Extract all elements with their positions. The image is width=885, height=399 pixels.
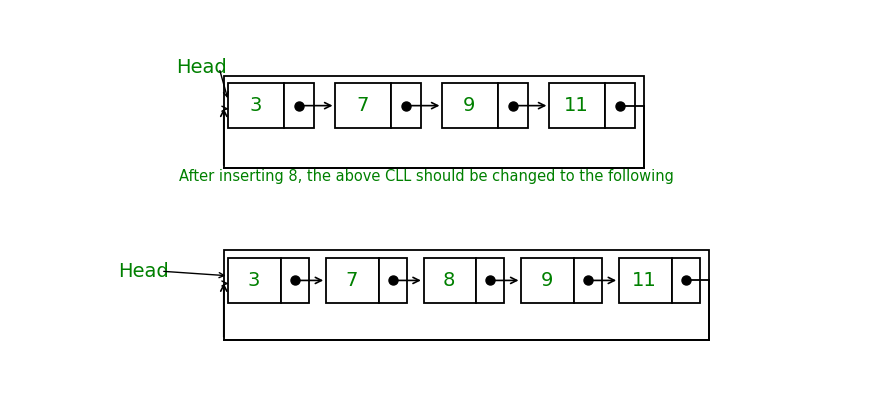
Text: 11: 11	[632, 271, 657, 290]
Text: After inserting 8, the above CLL should be changed to the following: After inserting 8, the above CLL should …	[179, 169, 673, 184]
Text: 7: 7	[356, 96, 368, 115]
Bar	[228, 258, 281, 303]
Bar	[476, 258, 504, 303]
Bar	[498, 83, 527, 128]
Bar	[228, 83, 284, 128]
Text: 3: 3	[248, 271, 260, 290]
Text: Head: Head	[119, 262, 169, 280]
Text: 11: 11	[564, 96, 589, 115]
Bar	[672, 258, 700, 303]
Bar	[605, 83, 635, 128]
Bar	[521, 258, 574, 303]
Bar	[550, 83, 605, 128]
Text: Head: Head	[176, 58, 227, 77]
Text: 9: 9	[463, 96, 475, 115]
Bar	[379, 258, 407, 303]
Bar	[424, 258, 476, 303]
Bar	[335, 83, 391, 128]
Bar	[224, 251, 709, 340]
Text: 7: 7	[345, 271, 358, 290]
Bar	[442, 83, 498, 128]
Bar	[619, 258, 672, 303]
Bar	[284, 83, 313, 128]
Text: 9: 9	[541, 271, 553, 290]
Bar	[391, 83, 420, 128]
Text: 8: 8	[442, 271, 455, 290]
Bar	[326, 258, 379, 303]
Bar	[281, 258, 309, 303]
Bar	[224, 75, 643, 168]
Bar	[574, 258, 602, 303]
Text: 3: 3	[249, 96, 261, 115]
